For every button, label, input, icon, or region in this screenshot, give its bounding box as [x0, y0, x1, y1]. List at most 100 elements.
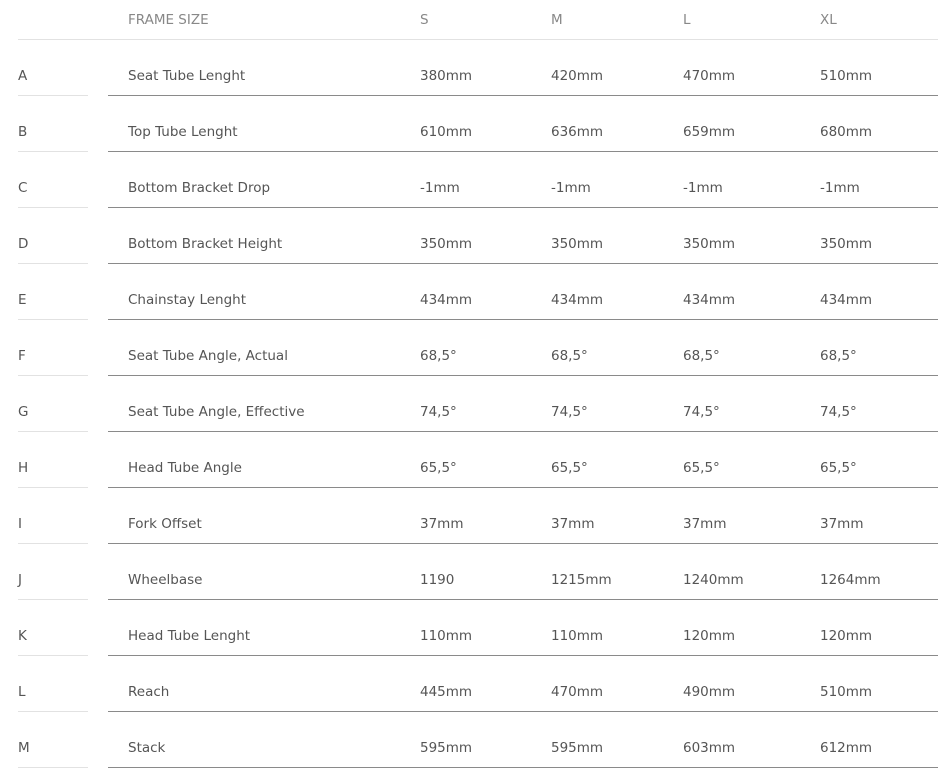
- value-s: 110mm: [420, 628, 473, 644]
- table-row: B Top Tube Lenght 610mm 636mm 659mm 680mm: [0, 96, 946, 152]
- row-label: Seat Tube Angle, Effective: [128, 404, 305, 420]
- value-xl: 510mm: [820, 68, 873, 84]
- row-label: Seat Tube Angle, Actual: [128, 348, 288, 364]
- divider: [108, 431, 938, 432]
- divider: [108, 767, 938, 768]
- value-l: 74,5°: [683, 404, 720, 420]
- value-m: 350mm: [551, 236, 604, 252]
- value-l: 470mm: [683, 68, 736, 84]
- value-m: 74,5°: [551, 404, 588, 420]
- value-xl: 68,5°: [820, 348, 857, 364]
- row-label: Bottom Bracket Height: [128, 236, 283, 252]
- value-l: 434mm: [683, 292, 736, 308]
- table-row: F Seat Tube Angle, Actual 68,5° 68,5° 68,5°…: [0, 320, 946, 376]
- size-heading-xl: XL: [820, 12, 837, 28]
- row-label: Chainstay Lenght: [128, 292, 247, 308]
- size-heading-l: L: [683, 12, 691, 28]
- value-m: 1215mm: [551, 572, 612, 588]
- divider: [18, 767, 88, 768]
- size-heading-m: M: [551, 12, 563, 28]
- value-xl: 510mm: [820, 684, 873, 700]
- table-row: K Head Tube Lenght 110mm 110mm 120mm 120mm: [0, 600, 946, 656]
- frame-size-heading: FRAME SIZE: [128, 12, 209, 28]
- table-row: H Head Tube Angle 65,5° 65,5° 65,5° 65,5°: [0, 432, 946, 488]
- row-letter: F: [18, 348, 26, 364]
- value-xl: 74,5°: [820, 404, 857, 420]
- divider: [108, 487, 938, 488]
- value-m: 420mm: [551, 68, 604, 84]
- value-l: 350mm: [683, 236, 736, 252]
- divider: [18, 207, 88, 208]
- value-xl: 120mm: [820, 628, 873, 644]
- value-xl: 1264mm: [820, 572, 881, 588]
- divider: [18, 263, 88, 264]
- row-label: Head Tube Lenght: [128, 628, 251, 644]
- value-l: 490mm: [683, 684, 736, 700]
- value-m: 37mm: [551, 516, 595, 532]
- value-s: 37mm: [420, 516, 464, 532]
- row-letter: B: [18, 124, 28, 140]
- row-label: Reach: [128, 684, 170, 700]
- row-letter: M: [18, 740, 30, 756]
- table-row: A Seat Tube Lenght 380mm 420mm 470mm 510mm: [0, 40, 946, 96]
- value-xl: 350mm: [820, 236, 873, 252]
- value-xl: 65,5°: [820, 460, 857, 476]
- value-m: 68,5°: [551, 348, 588, 364]
- table-row: C Bottom Bracket Drop -1mm -1mm -1mm -1mm: [0, 152, 946, 208]
- table-row: I Fork Offset 37mm 37mm 37mm 37mm: [0, 488, 946, 544]
- divider: [108, 655, 938, 656]
- divider: [18, 319, 88, 320]
- divider: [18, 711, 88, 712]
- divider: [18, 431, 88, 432]
- value-s: 74,5°: [420, 404, 457, 420]
- row-letter: L: [18, 684, 26, 700]
- value-s: 610mm: [420, 124, 473, 140]
- value-m: 434mm: [551, 292, 604, 308]
- row-letter: E: [18, 292, 27, 308]
- divider: [108, 151, 938, 152]
- table-row: J Wheelbase 1190 1215mm 1240mm 1264mm: [0, 544, 946, 600]
- table-row: L Reach 445mm 470mm 490mm 510mm: [0, 656, 946, 712]
- table-row: M Stack 595mm 595mm 603mm 612mm: [0, 712, 946, 768]
- divider: [108, 263, 938, 264]
- value-s: 1190: [420, 572, 455, 588]
- divider: [18, 95, 88, 96]
- row-letter: K: [18, 628, 27, 644]
- value-l: 603mm: [683, 740, 736, 756]
- value-m: 595mm: [551, 740, 604, 756]
- value-xl: 37mm: [820, 516, 864, 532]
- value-l: 68,5°: [683, 348, 720, 364]
- divider: [108, 319, 938, 320]
- value-m: 636mm: [551, 124, 604, 140]
- divider: [18, 655, 88, 656]
- value-l: 37mm: [683, 516, 727, 532]
- divider: [108, 543, 938, 544]
- divider: [18, 599, 88, 600]
- value-s: 380mm: [420, 68, 473, 84]
- row-letter: H: [18, 460, 29, 476]
- value-m: 110mm: [551, 628, 604, 644]
- table-row: D Bottom Bracket Height 350mm 350mm 350mm 35…: [0, 208, 946, 264]
- divider: [108, 711, 938, 712]
- value-l: 65,5°: [683, 460, 720, 476]
- divider: [18, 151, 88, 152]
- divider: [108, 375, 938, 376]
- divider: [108, 95, 938, 96]
- row-label: Bottom Bracket Drop: [128, 180, 271, 196]
- divider: [18, 543, 88, 544]
- row-label: Head Tube Angle: [128, 460, 242, 476]
- value-s: 68,5°: [420, 348, 457, 364]
- row-letter: C: [18, 180, 28, 196]
- value-l: 120mm: [683, 628, 736, 644]
- row-letter: D: [18, 236, 29, 252]
- value-s: 434mm: [420, 292, 473, 308]
- table-row: E Chainstay Lenght 434mm 434mm 434mm 434mm: [0, 264, 946, 320]
- value-l: 659mm: [683, 124, 736, 140]
- row-letter: J: [18, 572, 22, 588]
- value-m: 470mm: [551, 684, 604, 700]
- row-label: Fork Offset: [128, 516, 202, 532]
- divider: [18, 375, 88, 376]
- value-s: 595mm: [420, 740, 473, 756]
- value-xl: -1mm: [820, 180, 860, 196]
- value-s: 445mm: [420, 684, 473, 700]
